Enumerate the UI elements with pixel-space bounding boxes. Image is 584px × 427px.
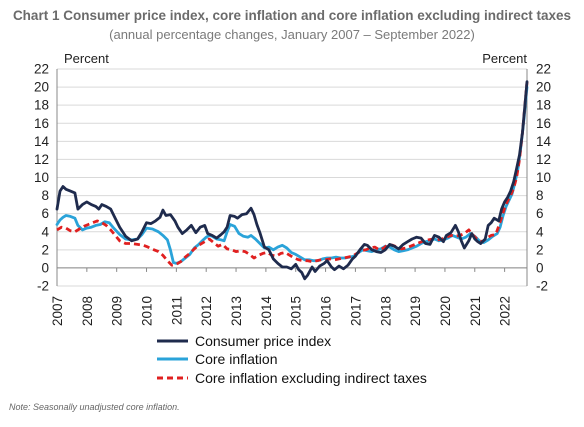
x-tick-label: 2009 bbox=[110, 296, 125, 326]
chart-title: Chart 1 Consumer price index, core infla… bbox=[12, 8, 572, 23]
x-tick-label: 2019 bbox=[408, 296, 423, 326]
legend-label-2: Core inflation excluding indirect taxes bbox=[195, 370, 427, 386]
x-tick-label: 2015 bbox=[289, 296, 304, 326]
y-tick-label-left: 2 bbox=[41, 242, 49, 257]
gridlines bbox=[57, 68, 527, 287]
y-tick-label-right: 6 bbox=[536, 206, 544, 221]
y-tick-label-right: 8 bbox=[536, 188, 544, 203]
series-lines bbox=[55, 80, 529, 281]
y-tick-label-left: 20 bbox=[34, 80, 49, 95]
y-axis-label-left: Percent bbox=[64, 51, 109, 66]
legend-label-0: Consumer price index bbox=[195, 333, 331, 349]
y-tick-label-right: 4 bbox=[536, 224, 544, 239]
y-tick-label-left: 22 bbox=[34, 62, 49, 77]
x-tick-label: 2011 bbox=[169, 296, 184, 325]
y-tick-label-left: 14 bbox=[34, 134, 50, 149]
y-tick-label-left: 16 bbox=[34, 116, 49, 131]
y-tick-label-left: 0 bbox=[41, 260, 49, 275]
footnote: Note: Seasonally unadjusted core inflati… bbox=[9, 402, 180, 412]
x-tick-label: 2018 bbox=[378, 296, 393, 326]
y-tick-label-right: 16 bbox=[536, 116, 551, 131]
y-tick-label-left: 8 bbox=[41, 188, 49, 203]
y-tick-label-left: 4 bbox=[41, 224, 49, 239]
series-line-0 bbox=[55, 80, 529, 281]
y-axis-label-right: Percent bbox=[482, 51, 527, 66]
y-tick-label-left: 12 bbox=[34, 152, 49, 167]
x-tick-label: 2010 bbox=[140, 296, 155, 326]
x-tick-label: 2012 bbox=[199, 296, 214, 326]
x-tick-label: 2021 bbox=[468, 296, 483, 326]
y-tick-label-left: -2 bbox=[37, 279, 49, 294]
y-tick-label-right: 10 bbox=[536, 170, 551, 185]
y-tick-label-right: 0 bbox=[536, 260, 544, 275]
y-tick-label-left: 10 bbox=[34, 170, 49, 185]
y-tick-label-right: 12 bbox=[536, 152, 551, 167]
chart-subtitle: (annual percentage changes, January 2007… bbox=[109, 27, 475, 42]
x-tick-label: 2020 bbox=[438, 296, 453, 326]
legend-label-1: Core inflation bbox=[195, 351, 278, 367]
x-axis: 2007 2008 2009 2010 2011 2012 2013 2014 2015 2016… bbox=[50, 267, 513, 327]
x-tick-label: 2017 bbox=[348, 296, 363, 326]
x-tick-label: 2022 bbox=[498, 296, 513, 326]
y-tick-label-right: 20 bbox=[536, 80, 551, 95]
y-tick-label-right: 22 bbox=[536, 62, 551, 77]
x-tick-label: 2016 bbox=[319, 296, 334, 326]
y-tick-label-right: 18 bbox=[536, 98, 551, 113]
legend: Consumer price index Core inflation Core i… bbox=[157, 333, 427, 386]
y-tick-label-left: 18 bbox=[34, 98, 49, 113]
x-tick-label: 2008 bbox=[80, 296, 95, 326]
x-tick-label: 2014 bbox=[259, 296, 274, 327]
x-tick-label: 2013 bbox=[229, 296, 244, 326]
y-tick-label-right: 2 bbox=[536, 242, 544, 257]
y-tick-label-right: 14 bbox=[536, 134, 552, 149]
y-tick-label-left: 6 bbox=[41, 206, 49, 221]
x-tick-label: 2007 bbox=[50, 296, 65, 326]
y-tick-label-right: -2 bbox=[536, 279, 548, 294]
